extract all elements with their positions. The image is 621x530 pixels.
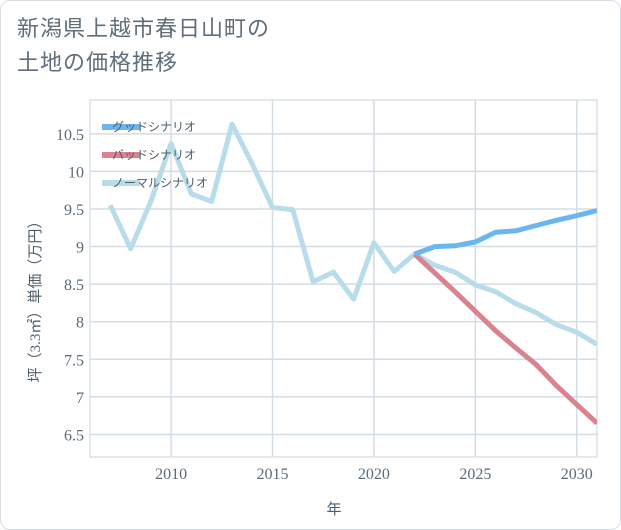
- price-line-chart: 6.577.588.599.51010.5 2010 2015 2020 2025 20…: [0, 0, 621, 530]
- y-tick-label: 6.5: [64, 427, 84, 444]
- y-tick-label: 7.5: [64, 352, 84, 369]
- x-tick-label: 2010: [155, 466, 187, 483]
- y-tick-label: 9.5: [64, 202, 84, 219]
- y-tick-label: 8: [76, 315, 84, 332]
- y-tick-label: 8.5: [64, 277, 84, 294]
- y-tick-label: 9: [76, 240, 84, 257]
- legend-label: バッドシナリオ: [112, 148, 196, 162]
- x-tick-label: 2025: [459, 466, 491, 483]
- x-tick-labels: 2010 2015 2020 2025 2030: [155, 466, 593, 483]
- legend-item-normal[interactable]: ノーマルシナリオ: [102, 176, 208, 190]
- x-tick-label: 2015: [257, 466, 289, 483]
- legend-label: ノーマルシナリオ: [112, 176, 208, 190]
- x-tick-label: 2020: [358, 466, 390, 483]
- legend-item-bad[interactable]: バッドシナリオ: [102, 148, 196, 162]
- y-tick-label: 10: [68, 164, 84, 181]
- y-tick-label: 7: [76, 390, 84, 407]
- y-axis-title: 坪（3.3㎡）単価（万円）: [27, 214, 44, 383]
- y-tick-labels: 6.5 7 7.5 8 8.5 9 9.5 10 10.5: [56, 127, 84, 445]
- y-tick-label: 10.5: [56, 127, 84, 144]
- legend-item-good[interactable]: グッドシナリオ: [102, 120, 196, 134]
- x-axis-title: 年: [326, 501, 341, 518]
- legend-label: グッドシナリオ: [112, 120, 196, 134]
- x-tick-label: 2030: [561, 466, 593, 483]
